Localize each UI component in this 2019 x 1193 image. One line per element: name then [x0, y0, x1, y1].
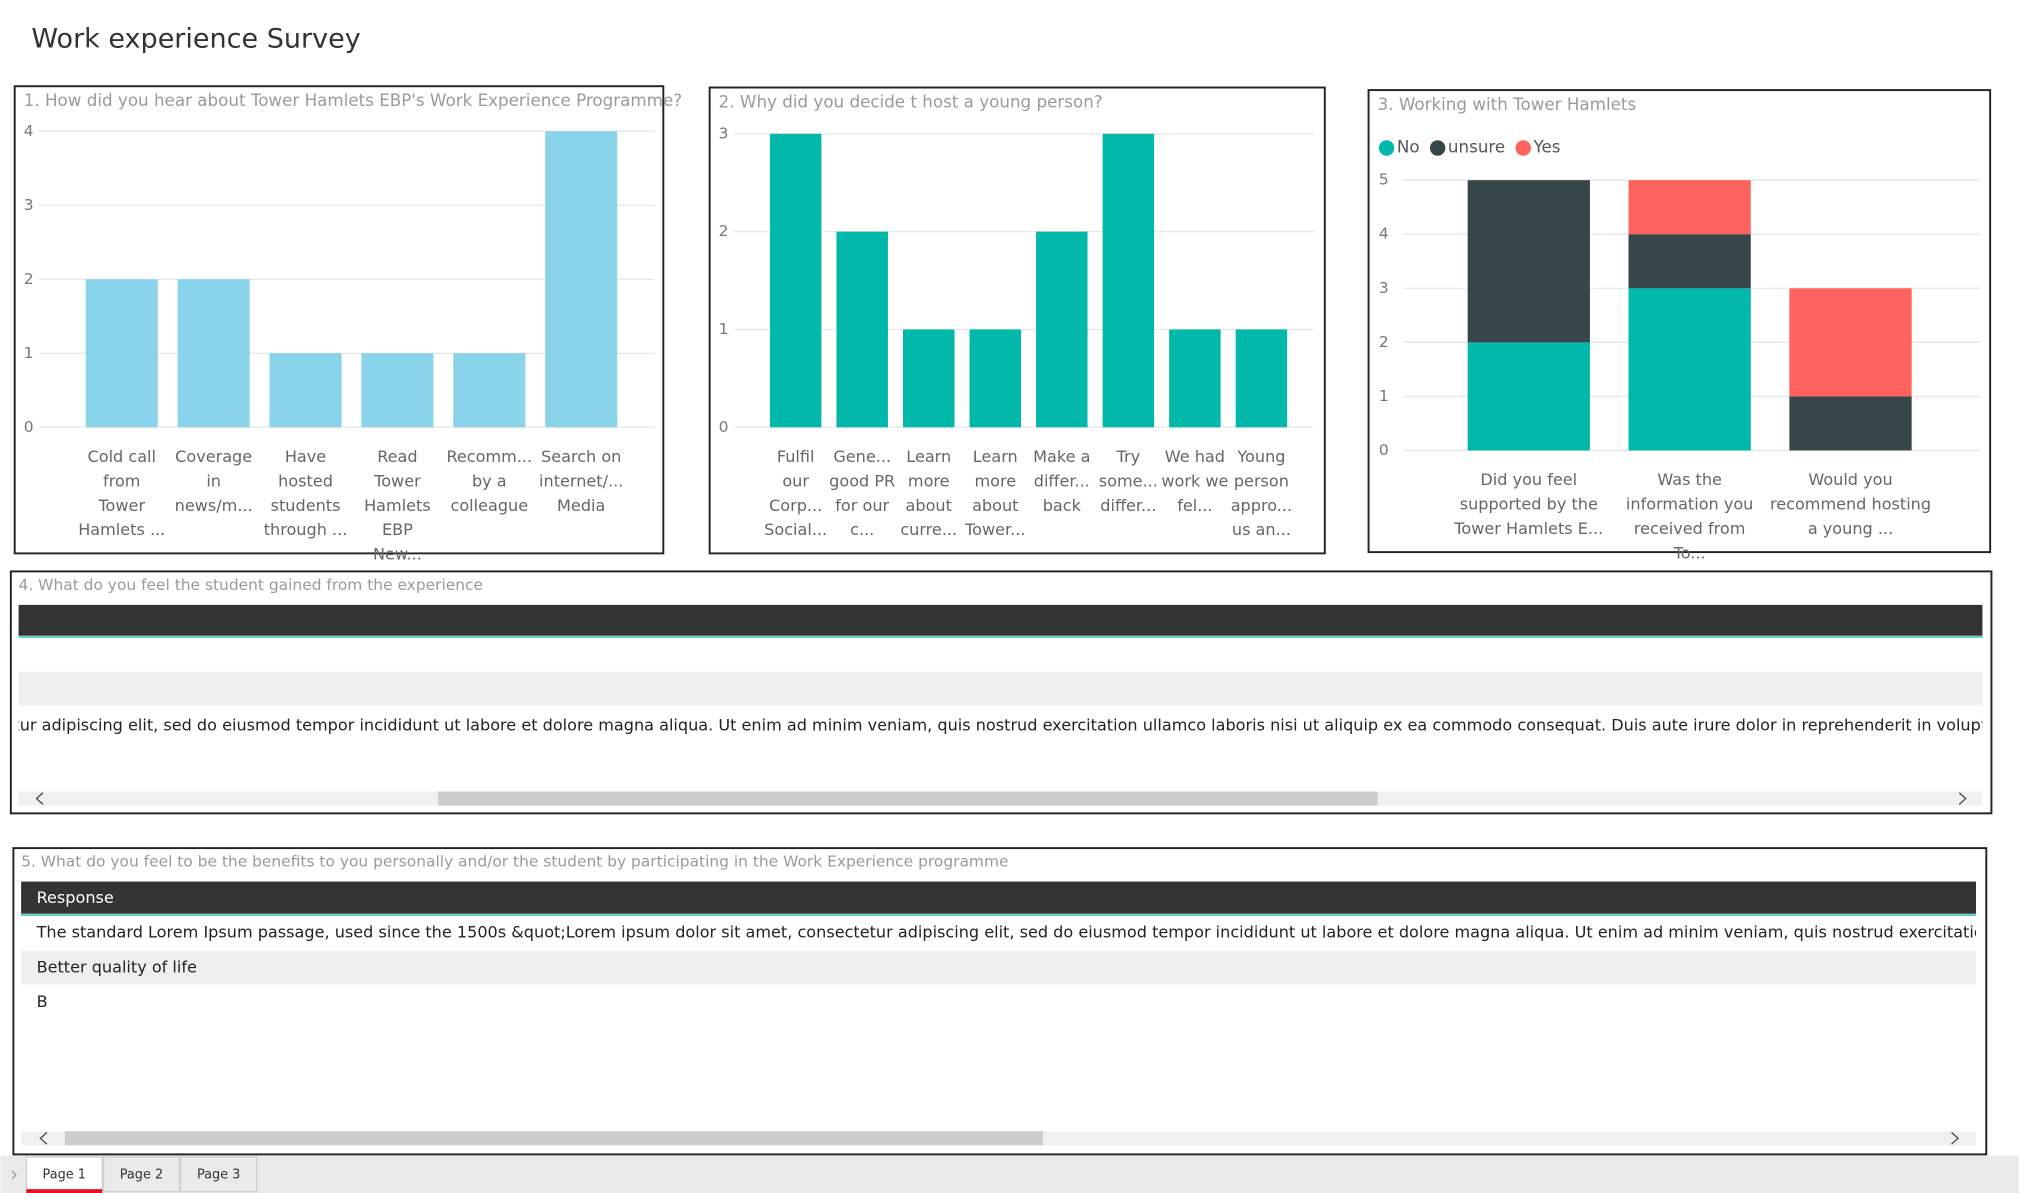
tab[interactable] — [25, 1156, 103, 1193]
y-tick-label: 3 — [1379, 279, 1389, 297]
scroll-left[interactable] — [39, 1132, 48, 1145]
scroll-thumb[interactable] — [64, 1131, 1043, 1146]
tab-label[interactable]: Page 2 — [120, 1167, 163, 1182]
legend-marker — [1429, 140, 1446, 156]
bar — [85, 279, 158, 428]
table-cell: The standard Lorem Ipsum passage, used s… — [36, 923, 2019, 942]
bar — [769, 133, 822, 428]
y-tick-label: 3 — [719, 124, 729, 142]
bar-segment — [1467, 180, 1590, 343]
scroll-right[interactable] — [1951, 1132, 1959, 1145]
y-tick-label: 1 — [719, 320, 729, 338]
y-tick-label: 5 — [1379, 171, 1389, 189]
tab-indicator — [26, 1189, 103, 1193]
y-tick-label: 4 — [1379, 225, 1389, 243]
bar — [361, 353, 434, 428]
y-tick-label: 0 — [24, 418, 34, 436]
bar — [1036, 231, 1088, 428]
bar-segment — [1628, 288, 1751, 451]
table-body: Response The standard Lorem Ipsum passag… — [36, 888, 2019, 1011]
tab-label[interactable]: Page 1 — [43, 1167, 86, 1182]
table-header — [21, 881, 1976, 914]
scroll-right[interactable] — [1958, 792, 1967, 805]
legend-marker — [1515, 140, 1531, 156]
bar — [269, 353, 342, 428]
x-tick-label: Did you feel supported by the Tower Hamlet… — [1453, 470, 1603, 538]
tab-bar — [0, 1155, 2019, 1193]
x-tick-label: Learn more about curre... — [900, 446, 957, 538]
bar-segment — [1789, 396, 1912, 451]
table-title: 5. What do you feel to be the benefits t… — [21, 853, 1008, 871]
tab[interactable] — [102, 1156, 181, 1193]
x-tick-label: Young person appro... us an... — [1231, 446, 1292, 538]
y-tick-label: 4 — [24, 122, 34, 140]
table-row — [21, 951, 1976, 985]
bar — [903, 329, 955, 428]
charts: 1. How did you hear about Tower Hamlets … — [24, 90, 1980, 563]
x-tick-label: Have hosted students through ... — [264, 446, 348, 538]
y-tick-label: 1 — [24, 344, 34, 362]
x-tick-label: Was the information you received from To... — [1626, 470, 1753, 562]
table-cell: Better quality of life — [37, 957, 197, 976]
tab-label[interactable]: Page 3 — [197, 1167, 240, 1182]
y-tick-label: 0 — [719, 418, 729, 436]
x-tick-label: Coverage in news/m... — [175, 446, 253, 514]
y-tick-label: 2 — [1379, 333, 1389, 351]
legend-label: No — [1397, 136, 1420, 156]
bar-segment — [1789, 288, 1912, 397]
table-cell: B — [37, 992, 48, 1011]
bar — [1102, 133, 1155, 428]
bar-segment — [1628, 234, 1751, 289]
table-row — [18, 671, 1983, 706]
legend-marker — [1378, 140, 1395, 156]
x-tick-label: Try some... differ... — [1099, 446, 1158, 514]
x-tick-label: Would you recommend hosting a young ... — [1770, 470, 1931, 538]
tab[interactable] — [180, 1156, 258, 1193]
bar-segment — [1467, 342, 1590, 451]
x-tick-label: Make a differ... back — [1033, 446, 1090, 514]
x-tick-label: Recomm... by a colleague — [446, 446, 532, 514]
x-tick-label: We had work we fel... — [1161, 446, 1228, 514]
page-title: Work experience Survey — [31, 23, 360, 54]
chart-title: 2. Why did you decide t host a young per… — [719, 91, 1103, 111]
legend-label: unsure — [1448, 136, 1505, 156]
bar — [1235, 329, 1288, 428]
tabs: Page 1 Page 2 Page 3 — [11, 1156, 258, 1193]
bar — [836, 231, 888, 428]
bar — [453, 353, 526, 428]
scroll-left[interactable] — [35, 792, 44, 805]
y-tick-label: 3 — [24, 196, 34, 214]
bar — [545, 131, 618, 428]
y-tick-label: 2 — [24, 270, 34, 288]
chart-title: 1. How did you hear about Tower Hamlets … — [24, 90, 682, 110]
tab-arrow[interactable] — [11, 1170, 17, 1180]
bar-segment — [1628, 180, 1751, 235]
scroll-thumb[interactable] — [438, 791, 1378, 806]
x-tick-label: Gene... good PR for our c... — [829, 446, 895, 538]
y-tick-label: 2 — [719, 222, 729, 240]
table-title: 4. What do you feel the student gained f… — [19, 576, 484, 594]
x-tick-label: Read Tower Hamlets EBP New... — [364, 446, 431, 563]
bar — [1169, 329, 1221, 428]
x-tick-label: Fulfil our Corp... Social... — [764, 446, 827, 538]
x-tick-label: Learn more about Tower... — [964, 446, 1025, 538]
y-tick-label: 1 — [1379, 387, 1389, 405]
bar — [177, 279, 250, 428]
chart-title: 3. Working with Tower Hamlets — [1378, 94, 1637, 114]
y-tick-label: 0 — [1379, 441, 1389, 459]
column-header: Response — [37, 888, 114, 907]
table-header — [18, 604, 1983, 636]
bar — [969, 329, 1022, 428]
table-body: tur adipiscing elit, sed do eiusmod temp… — [13, 715, 2019, 734]
table-cell: tur adipiscing elit, sed do eiusmod temp… — [13, 715, 2019, 734]
legend-label: Yes — [1533, 136, 1561, 156]
x-tick-label: Cold call from Tower Hamlets ... — [78, 446, 165, 538]
x-tick-label: Search on internet/... Media — [539, 446, 623, 514]
